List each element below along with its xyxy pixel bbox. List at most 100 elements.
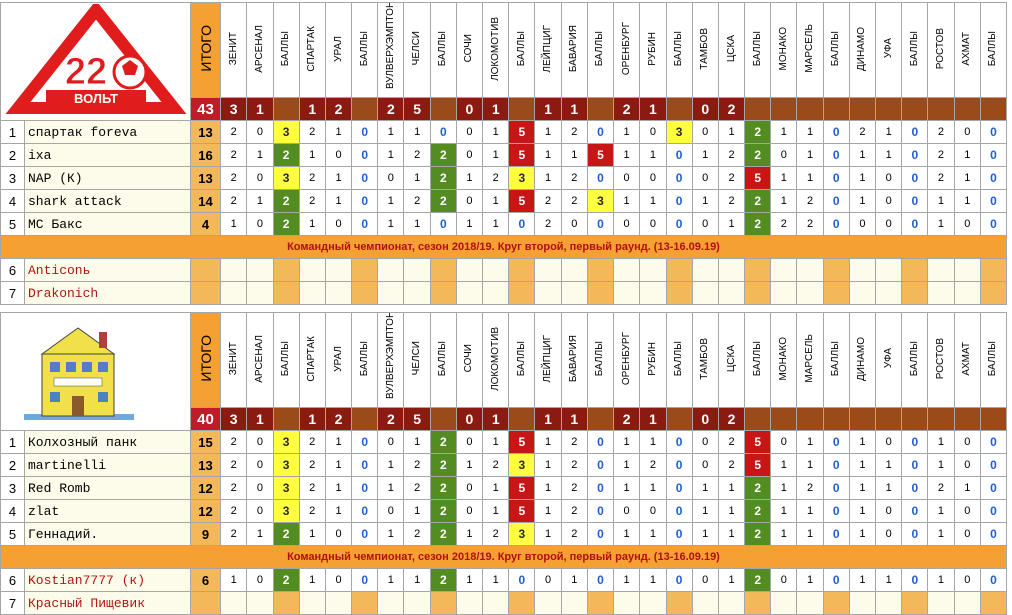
points-cell: 0 — [901, 120, 929, 144]
empty-cell — [403, 258, 431, 282]
prediction-cell: 1 — [612, 568, 641, 592]
prediction-cell: 1 — [717, 568, 746, 592]
empty-cell — [455, 258, 484, 282]
prediction-cell: 0 — [246, 430, 274, 454]
team-total: 43 — [190, 97, 221, 121]
empty-cell — [717, 258, 746, 282]
prediction-cell: 1 — [403, 212, 431, 236]
points-cell: 0 — [665, 430, 693, 454]
points-cell: 0 — [351, 522, 379, 546]
prediction-cell: 0 — [377, 166, 405, 190]
column-header: БАЛЛЫ — [351, 2, 379, 98]
substitute-name: Drakonich — [24, 281, 191, 305]
empty-cell — [534, 258, 562, 282]
points-cell: 5 — [508, 430, 536, 454]
column-header: ЧЕЛСИ — [403, 312, 431, 408]
points-cell: 0 — [429, 212, 457, 236]
column-header: БАВАРИЯ — [560, 312, 588, 408]
player-name: Колхозный панк — [24, 430, 191, 454]
prediction-cell: 1 — [246, 522, 274, 546]
empty-cell — [324, 258, 353, 282]
prediction-cell: 1 — [953, 189, 981, 213]
column-header: ЛЕЙПЦИГ — [534, 312, 562, 408]
prediction-cell: 2 — [482, 453, 510, 477]
prediction-cell: 1 — [377, 568, 405, 592]
prediction-cell: 1 — [927, 212, 955, 236]
empty-cell — [927, 591, 955, 615]
points-cell: 3 — [272, 120, 300, 144]
prediction-cell: 2 — [927, 120, 955, 144]
prediction-cell: 0 — [246, 120, 274, 144]
column-header: РУБИН — [639, 2, 667, 98]
season-banner: Командный чемпионат, сезон 2018/19. Круг… — [0, 545, 1007, 569]
empty-cell — [377, 591, 405, 615]
points-cell: 2 — [272, 189, 300, 213]
prediction-cell: 1 — [324, 476, 353, 500]
match-result — [848, 407, 877, 431]
empty-cell — [586, 281, 614, 305]
prediction-cell: 0 — [770, 430, 798, 454]
row-index: 5 — [0, 522, 25, 546]
points-cell: 3 — [272, 430, 300, 454]
prediction-cell: 2 — [403, 522, 431, 546]
points-cell: 2 — [272, 522, 300, 546]
player-name: спартак foreva — [24, 120, 191, 144]
prediction-cell: 1 — [403, 430, 431, 454]
column-header: БАЛЛЫ — [351, 312, 379, 408]
prediction-cell: 1 — [848, 143, 877, 167]
match-result: 1 — [639, 407, 667, 431]
prediction-cell: 2 — [219, 430, 248, 454]
points-cell: 0 — [901, 143, 929, 167]
prediction-cell: 0 — [455, 120, 484, 144]
empty-cell — [927, 281, 955, 305]
match-result: 0 — [691, 407, 719, 431]
points-cell: 0 — [586, 499, 614, 523]
points-cell: 2 — [429, 568, 457, 592]
prediction-cell: 1 — [482, 568, 510, 592]
prediction-cell: 0 — [560, 212, 588, 236]
match-result — [744, 407, 772, 431]
points-cell: 0 — [979, 212, 1007, 236]
match-result — [979, 407, 1007, 431]
match-result — [351, 97, 379, 121]
prediction-cell: 0 — [953, 212, 981, 236]
prediction-cell: 1 — [377, 143, 405, 167]
prediction-cell: 1 — [717, 212, 746, 236]
prediction-cell: 1 — [403, 568, 431, 592]
empty-cell — [744, 281, 772, 305]
column-header: БАЛЛЫ — [822, 312, 850, 408]
match-result: 2 — [377, 97, 405, 121]
empty-cell — [717, 281, 746, 305]
column-header: РОСТОВ — [927, 2, 955, 98]
prediction-cell: 2 — [298, 166, 326, 190]
player-name: martinelli — [24, 453, 191, 477]
prediction-cell: 1 — [639, 568, 667, 592]
prediction-cell: 2 — [403, 476, 431, 500]
empty-cell — [429, 591, 457, 615]
column-header: МАРСЕЛЬ — [796, 2, 824, 98]
row-index: 5 — [0, 212, 25, 236]
match-result — [770, 97, 798, 121]
empty-cell — [508, 281, 536, 305]
points-cell: 3 — [272, 166, 300, 190]
empty-cell — [796, 281, 824, 305]
row-index: 6 — [0, 568, 25, 592]
prediction-cell: 0 — [639, 212, 667, 236]
prediction-cell: 2 — [927, 143, 955, 167]
empty-cell — [429, 258, 457, 282]
match-result: 3 — [219, 407, 248, 431]
match-result — [875, 407, 903, 431]
prediction-cell: 1 — [848, 166, 877, 190]
match-result — [744, 97, 772, 121]
prediction-cell: 1 — [482, 499, 510, 523]
match-result — [979, 97, 1007, 121]
prediction-cell: 1 — [377, 453, 405, 477]
empty-cell — [665, 258, 693, 282]
prediction-cell: 0 — [324, 143, 353, 167]
prediction-cell: 2 — [848, 120, 877, 144]
points-cell: 2 — [272, 212, 300, 236]
prediction-cell: 1 — [796, 453, 824, 477]
row-index: 3 — [0, 166, 25, 190]
points-cell: 0 — [351, 453, 379, 477]
prediction-cell: 2 — [560, 189, 588, 213]
